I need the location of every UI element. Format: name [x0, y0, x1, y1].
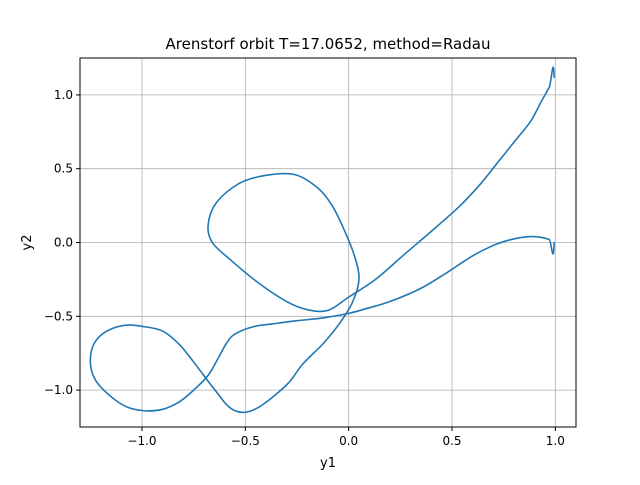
axes-frame [79, 57, 577, 428]
series-layer [89, 66, 555, 414]
axis-ticks: −1.0 −0.5 0.0 0.5 1.0 −1.0 −0.5 0.0 0.5 1.0 [44, 88, 565, 448]
x-tick-label-3: 0.5 [442, 434, 461, 448]
x-axis-label: y1 [320, 456, 336, 471]
orbit-series-line-0 [89, 66, 555, 414]
x-tick-label-1: −0.5 [231, 434, 260, 448]
x-tick-label-2: 0.0 [339, 434, 358, 448]
y-tick-label-3: 0.5 [54, 162, 73, 176]
y-tick-label-4: 1.0 [54, 88, 73, 102]
chart-title: Arenstorf orbit T=17.0652, method=Radau [166, 35, 491, 53]
x-tick-label-4: 1.0 [546, 434, 565, 448]
y-tick-label-1: −0.5 [44, 309, 73, 323]
x-tick-label-0: −1.0 [127, 434, 156, 448]
y-tick-label-2: 0.0 [54, 236, 73, 250]
y-axis-label: y2 [20, 235, 35, 251]
y-tick-label-0: −1.0 [44, 383, 73, 397]
